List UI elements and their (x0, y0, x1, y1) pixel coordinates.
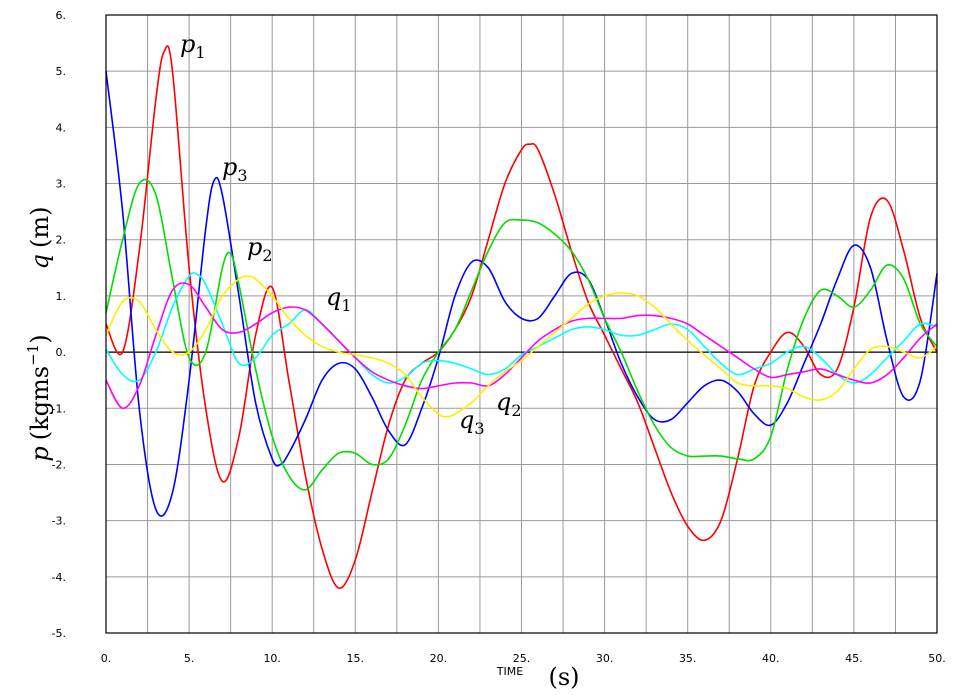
annotation-p3: p3 (222, 153, 248, 185)
series-line-1 (105, 45, 938, 589)
y-axis-label-p: p(kgms−1) (24, 334, 54, 461)
annotation-p1: p1 (180, 30, 206, 62)
y-tick-label: 1. (56, 290, 67, 303)
y-tick-labels: 6. 5. 4. 3. 2. 1. 0. -1. -2. -3. -4. -5. (52, 9, 66, 640)
series-line-4 (105, 272, 938, 384)
annotation-q3: q3 (459, 406, 485, 438)
plot-frame (105, 14, 938, 634)
x-tick-label: 30. (596, 652, 614, 665)
y-tick-label: -4. (52, 571, 66, 584)
y-tick-label: -2. (52, 458, 66, 471)
y-tick-label: -3. (52, 515, 66, 528)
y-axis-label-q: q(m) (26, 207, 54, 270)
x-tick-label: 50. (928, 652, 946, 665)
x-tick-label: 0. (101, 652, 112, 665)
x-axis-label-unit: (s) (548, 663, 579, 691)
grid-lines (105, 14, 938, 634)
series-line-2 (105, 71, 938, 517)
series-line-5 (105, 282, 938, 410)
y-tick-label: -5. (52, 627, 66, 640)
series-line-3 (105, 178, 938, 491)
x-axis-label-time: TIME (496, 665, 523, 678)
x-tick-label: 20. (430, 652, 448, 665)
x-tick-label: 25. (513, 652, 531, 665)
x-tick-label: 40. (762, 652, 780, 665)
x-tick-label: 15. (347, 652, 365, 665)
y-tick-label: -1. (52, 402, 66, 415)
y-tick-label: 6. (56, 9, 67, 22)
x-tick-label: 10. (263, 652, 281, 665)
y-tick-label: 4. (56, 121, 67, 134)
y-tick-label: 3. (56, 178, 67, 191)
x-tick-labels: 0. 5. 10. 15. 20. 25. 30. 35. 40. 45. 50. (101, 652, 946, 665)
y-tick-label: 0. (56, 346, 67, 359)
series-layer (105, 45, 938, 589)
annotation-q1: q1 (326, 283, 352, 315)
annotation-q2: q2 (496, 388, 522, 420)
annotation-p2: p2 (247, 233, 273, 265)
x-tick-label: 35. (679, 652, 697, 665)
y-tick-label: 5. (56, 65, 67, 78)
x-tick-label: 5. (184, 652, 195, 665)
y-tick-label: 2. (56, 234, 67, 247)
x-tick-label: 45. (845, 652, 863, 665)
series-line-6 (105, 275, 938, 418)
